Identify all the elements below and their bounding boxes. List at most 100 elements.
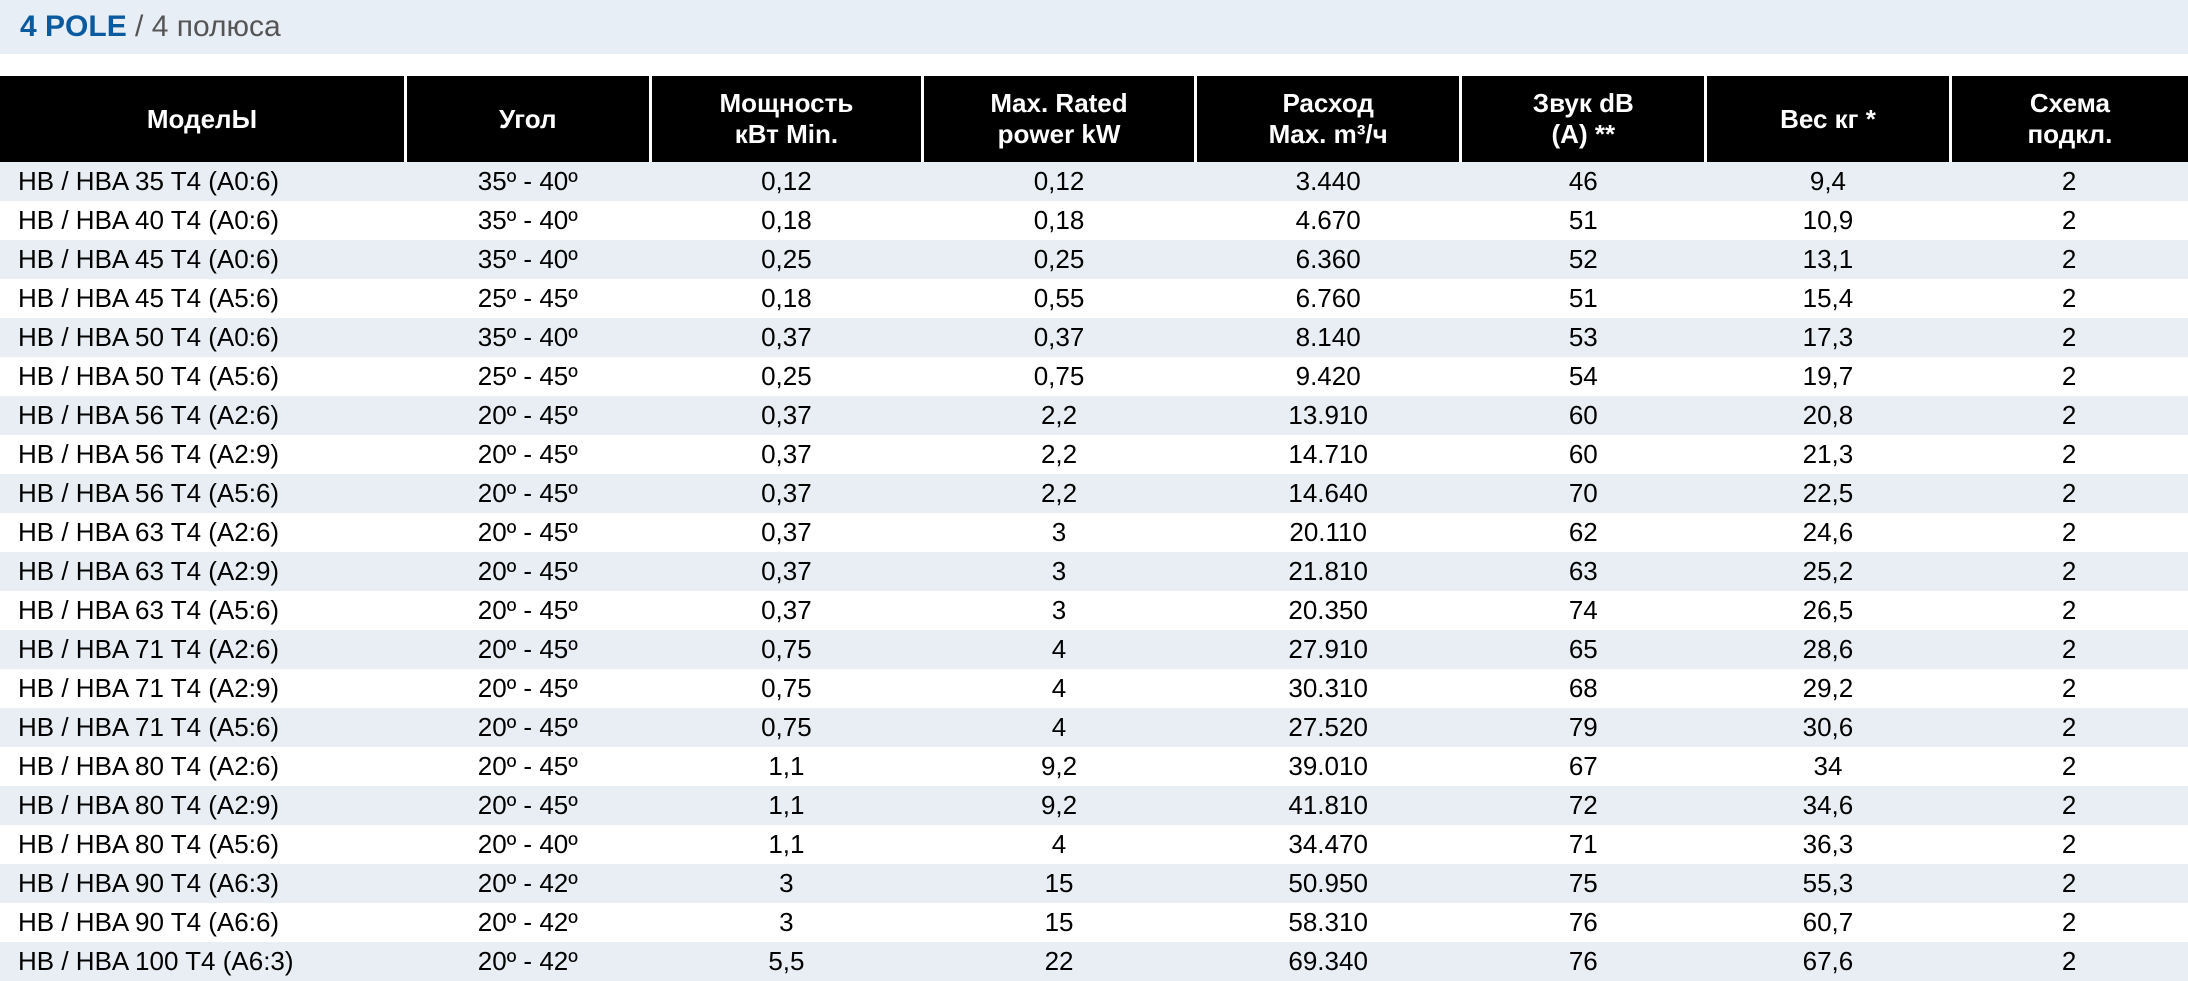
cell-pmin: 0,37	[650, 318, 923, 357]
table-row: HB / HBA 100 T4 (A6:3)20º - 42º5,52269.3…	[0, 942, 2188, 981]
cell-db: 68	[1461, 669, 1706, 708]
cell-angle: 20º - 42º	[405, 942, 650, 981]
cell-db: 72	[1461, 786, 1706, 825]
header-model: МоделЫ	[0, 76, 405, 162]
cell-flow: 21.810	[1195, 552, 1461, 591]
cell-sch: 2	[1950, 669, 2188, 708]
table-row: HB / HBA 80 T4 (A5:6)20º - 40º1,1434.470…	[0, 825, 2188, 864]
table-row: HB / HBA 56 T4 (A2:6)20º - 45º0,372,213.…	[0, 396, 2188, 435]
table-row: HB / HBA 71 T4 (A5:6)20º - 45º0,75427.52…	[0, 708, 2188, 747]
cell-pmin: 1,1	[650, 786, 923, 825]
header-db-l2: (A) **	[1552, 119, 1616, 149]
table-row: HB / HBA 90 T4 (A6:6)20º - 42º31558.3107…	[0, 903, 2188, 942]
cell-pmax: 0,25	[923, 240, 1196, 279]
cell-db: 67	[1461, 747, 1706, 786]
cell-flow: 14.640	[1195, 474, 1461, 513]
header-flow-l1: Расход	[1282, 88, 1373, 118]
cell-wt: 36,3	[1706, 825, 1951, 864]
cell-pmax: 9,2	[923, 747, 1196, 786]
cell-db: 70	[1461, 474, 1706, 513]
cell-db: 74	[1461, 591, 1706, 630]
cell-sch: 2	[1950, 240, 2188, 279]
cell-model: HB / HBA 90 T4 (A6:6)	[0, 903, 405, 942]
cell-model: HB / HBA 56 T4 (A2:6)	[0, 396, 405, 435]
cell-sch: 2	[1950, 279, 2188, 318]
cell-wt: 21,3	[1706, 435, 1951, 474]
title-light: / 4 полюса	[127, 10, 281, 43]
cell-model: HB / HBA 71 T4 (A2:9)	[0, 669, 405, 708]
cell-flow: 58.310	[1195, 903, 1461, 942]
cell-flow: 50.950	[1195, 864, 1461, 903]
cell-angle: 20º - 45º	[405, 474, 650, 513]
cell-wt: 15,4	[1706, 279, 1951, 318]
cell-pmin: 0,37	[650, 591, 923, 630]
cell-pmin: 0,37	[650, 513, 923, 552]
cell-pmax: 15	[923, 903, 1196, 942]
header-power-max: Max. Rated power kW	[923, 76, 1196, 162]
cell-flow: 6.760	[1195, 279, 1461, 318]
cell-wt: 20,8	[1706, 396, 1951, 435]
cell-angle: 20º - 45º	[405, 513, 650, 552]
cell-sch: 2	[1950, 591, 2188, 630]
cell-angle: 20º - 45º	[405, 552, 650, 591]
cell-model: HB / HBA 90 T4 (A6:3)	[0, 864, 405, 903]
cell-flow: 27.910	[1195, 630, 1461, 669]
cell-sch: 2	[1950, 825, 2188, 864]
cell-angle: 20º - 45º	[405, 708, 650, 747]
cell-model: HB / HBA 50 T4 (A5:6)	[0, 357, 405, 396]
cell-model: HB / HBA 80 T4 (A5:6)	[0, 825, 405, 864]
cell-flow: 27.520	[1195, 708, 1461, 747]
cell-angle: 20º - 45º	[405, 747, 650, 786]
cell-flow: 20.350	[1195, 591, 1461, 630]
cell-pmin: 0,12	[650, 162, 923, 201]
cell-pmin: 0,37	[650, 552, 923, 591]
cell-pmax: 0,55	[923, 279, 1196, 318]
cell-pmax: 2,2	[923, 435, 1196, 474]
cell-flow: 9.420	[1195, 357, 1461, 396]
cell-sch: 2	[1950, 513, 2188, 552]
cell-pmin: 0,37	[650, 474, 923, 513]
cell-pmin: 3	[650, 864, 923, 903]
table-row: HB / HBA 90 T4 (A6:3)20º - 42º31550.9507…	[0, 864, 2188, 903]
cell-flow: 13.910	[1195, 396, 1461, 435]
cell-db: 75	[1461, 864, 1706, 903]
cell-angle: 20º - 45º	[405, 630, 650, 669]
cell-pmax: 4	[923, 708, 1196, 747]
cell-sch: 2	[1950, 552, 2188, 591]
cell-model: HB / HBA 56 T4 (A5:6)	[0, 474, 405, 513]
cell-db: 65	[1461, 630, 1706, 669]
cell-pmin: 0,37	[650, 435, 923, 474]
cell-pmax: 4	[923, 630, 1196, 669]
cell-pmax: 0,75	[923, 357, 1196, 396]
cell-wt: 13,1	[1706, 240, 1951, 279]
cell-sch: 2	[1950, 747, 2188, 786]
cell-db: 53	[1461, 318, 1706, 357]
cell-flow: 30.310	[1195, 669, 1461, 708]
cell-pmin: 0,75	[650, 630, 923, 669]
cell-db: 63	[1461, 552, 1706, 591]
cell-sch: 2	[1950, 708, 2188, 747]
cell-wt: 29,2	[1706, 669, 1951, 708]
cell-wt: 9,4	[1706, 162, 1951, 201]
cell-flow: 14.710	[1195, 435, 1461, 474]
table-row: HB / HBA 45 T4 (A0:6)35º - 40º0,250,256.…	[0, 240, 2188, 279]
cell-wt: 28,6	[1706, 630, 1951, 669]
cell-model: HB / HBA 71 T4 (A5:6)	[0, 708, 405, 747]
cell-model: HB / HBA 45 T4 (A5:6)	[0, 279, 405, 318]
cell-angle: 20º - 42º	[405, 864, 650, 903]
cell-sch: 2	[1950, 864, 2188, 903]
cell-model: HB / HBA 71 T4 (A2:6)	[0, 630, 405, 669]
header-power-min: Мощность кВт Min.	[650, 76, 923, 162]
cell-sch: 2	[1950, 201, 2188, 240]
cell-pmin: 0,25	[650, 357, 923, 396]
cell-angle: 20º - 45º	[405, 669, 650, 708]
cell-pmax: 9,2	[923, 786, 1196, 825]
header-power-min-l2: кВт Min.	[735, 119, 838, 149]
cell-db: 60	[1461, 435, 1706, 474]
cell-wt: 67,6	[1706, 942, 1951, 981]
cell-pmax: 3	[923, 513, 1196, 552]
cell-angle: 20º - 45º	[405, 435, 650, 474]
cell-pmin: 0,75	[650, 669, 923, 708]
cell-wt: 60,7	[1706, 903, 1951, 942]
cell-model: HB / HBA 63 T4 (A2:9)	[0, 552, 405, 591]
